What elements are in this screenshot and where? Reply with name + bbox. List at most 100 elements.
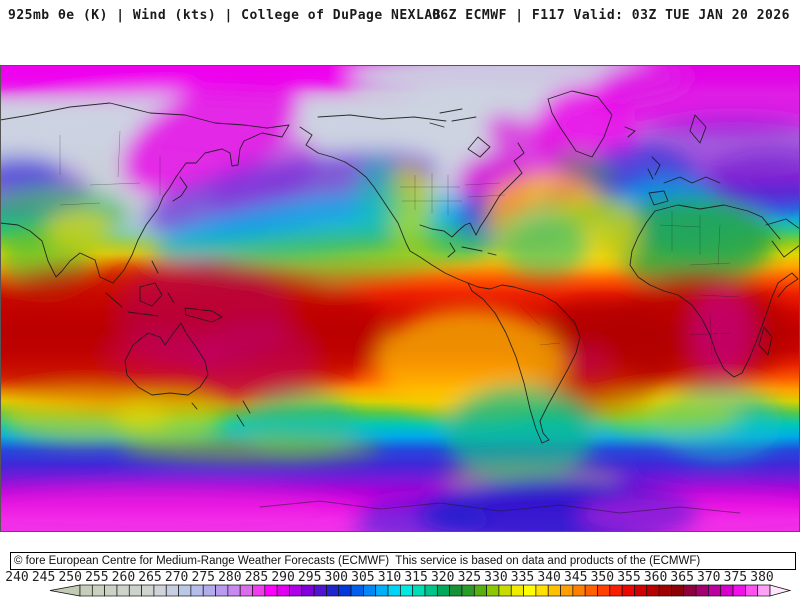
scale-segment: [202, 584, 216, 597]
scale-segment: [461, 584, 475, 597]
scale-tick-label: 260: [112, 570, 135, 585]
scale-tick-label: 310: [378, 570, 401, 585]
theta-e-field-features: [0, 65, 800, 532]
scale-segment: [683, 584, 697, 597]
iberia-outline: [648, 190, 669, 206]
scale-segment: [720, 584, 734, 597]
madagascar-outline: [758, 326, 773, 356]
scale-segment: [400, 584, 414, 597]
product-title: 925mb θe (K) | Wind (kts) | College of D…: [8, 8, 441, 23]
color-scale-segments: [49, 584, 792, 597]
hudson-bay-outline: [467, 136, 491, 158]
uk-outline: [647, 156, 661, 180]
scale-segment: [473, 584, 487, 597]
us-state-borders: [400, 173, 506, 215]
scale-segment: [301, 584, 315, 597]
scale-tick-label: 375: [724, 570, 747, 585]
scale-segment: [560, 584, 574, 597]
yucatan-outline: [447, 242, 456, 258]
scale-tick-label: 245: [32, 570, 55, 585]
scale-tick-label: 295: [298, 570, 321, 585]
world-map-canvas: [0, 65, 800, 532]
scale-tick-label: 355: [617, 570, 640, 585]
scale-segment: [547, 584, 561, 597]
scale-segment: [104, 584, 118, 597]
scale-segment: [178, 584, 192, 597]
scale-segment: [757, 584, 771, 597]
scale-segment: [658, 584, 672, 597]
labrador-coast: [513, 142, 525, 174]
scale-segment: [91, 584, 105, 597]
scale-segment: [745, 584, 759, 597]
scale-segment: [621, 584, 635, 597]
scale-segment: [215, 584, 229, 597]
europe-mainland-coast: [663, 176, 721, 184]
scale-tick-label: 285: [245, 570, 268, 585]
greenland-outline: [547, 90, 613, 158]
scale-tick-label: 380: [750, 570, 773, 585]
scale-segment: [609, 584, 623, 597]
scale-segment: [153, 584, 167, 597]
africa-med-coast: [654, 204, 781, 240]
scandinavia-outline: [689, 114, 707, 144]
japan-outline: [172, 176, 188, 202]
scale-segment: [695, 584, 709, 597]
scale-tick-label: 305: [351, 570, 374, 585]
scale-segment: [289, 584, 303, 597]
scale-tick-label: 290: [271, 570, 294, 585]
scale-tick-label: 315: [404, 570, 427, 585]
scale-tick-label: 330: [484, 570, 507, 585]
scale-segment: [165, 584, 179, 597]
philippines-outline: [151, 260, 159, 274]
new-guinea-outline: [184, 307, 223, 323]
scale-segment: [449, 584, 463, 597]
south-america-borders: [519, 304, 561, 346]
scale-segment: [671, 584, 685, 597]
scale-tick-label: 335: [511, 570, 534, 585]
new-zealand-outline: [236, 400, 251, 427]
scale-segment: [584, 584, 598, 597]
scale-segment: [338, 584, 352, 597]
scale-segment: [424, 584, 438, 597]
sulawesi-outline: [167, 292, 175, 304]
alaska-coast: [299, 126, 346, 163]
scale-segment: [363, 584, 377, 597]
asia-arctic-coast: [0, 102, 290, 142]
kamchatka-coast: [221, 140, 245, 167]
arabia-outline: [765, 218, 800, 258]
cuba-hispaniola-outline: [461, 246, 497, 256]
scale-tick-label: 240: [5, 570, 28, 585]
scale-segment: [116, 584, 130, 597]
scale-segment: [128, 584, 142, 597]
scale-tick-label: 345: [564, 570, 587, 585]
scale-segment: [572, 584, 586, 597]
scale-tick-label: 275: [192, 570, 215, 585]
scale-segment: [510, 584, 524, 597]
scale-segment: [498, 584, 512, 597]
iceland-outline: [624, 126, 636, 138]
scale-segment: [634, 584, 648, 597]
scale-segment: [239, 584, 253, 597]
scale-segment: [190, 584, 204, 597]
scale-tick-label: 340: [537, 570, 560, 585]
scale-tick-label: 255: [85, 570, 108, 585]
australia-outline: [124, 322, 209, 396]
sumatra-java-outline: [105, 292, 159, 317]
scale-segment: [375, 584, 389, 597]
title-bar: 925mb θe (K) | Wind (kts) | College of D…: [0, 0, 800, 30]
africa-country-borders: [659, 211, 741, 356]
scale-tick-label: 320: [431, 570, 454, 585]
scale-segment: [350, 584, 364, 597]
asia-country-borders: [59, 130, 161, 206]
scale-segment: [646, 584, 660, 597]
scale-segment: [313, 584, 327, 597]
scale-tick-label: 325: [458, 570, 481, 585]
scale-tick-label: 265: [138, 570, 161, 585]
africa-outline: [629, 210, 799, 378]
borneo-outline: [139, 282, 163, 307]
scale-segment: [264, 584, 278, 597]
theta-e-map: [0, 65, 800, 532]
scale-segment: [276, 584, 290, 597]
scale-right-arrow: [769, 584, 792, 597]
scale-segment: [732, 584, 746, 597]
